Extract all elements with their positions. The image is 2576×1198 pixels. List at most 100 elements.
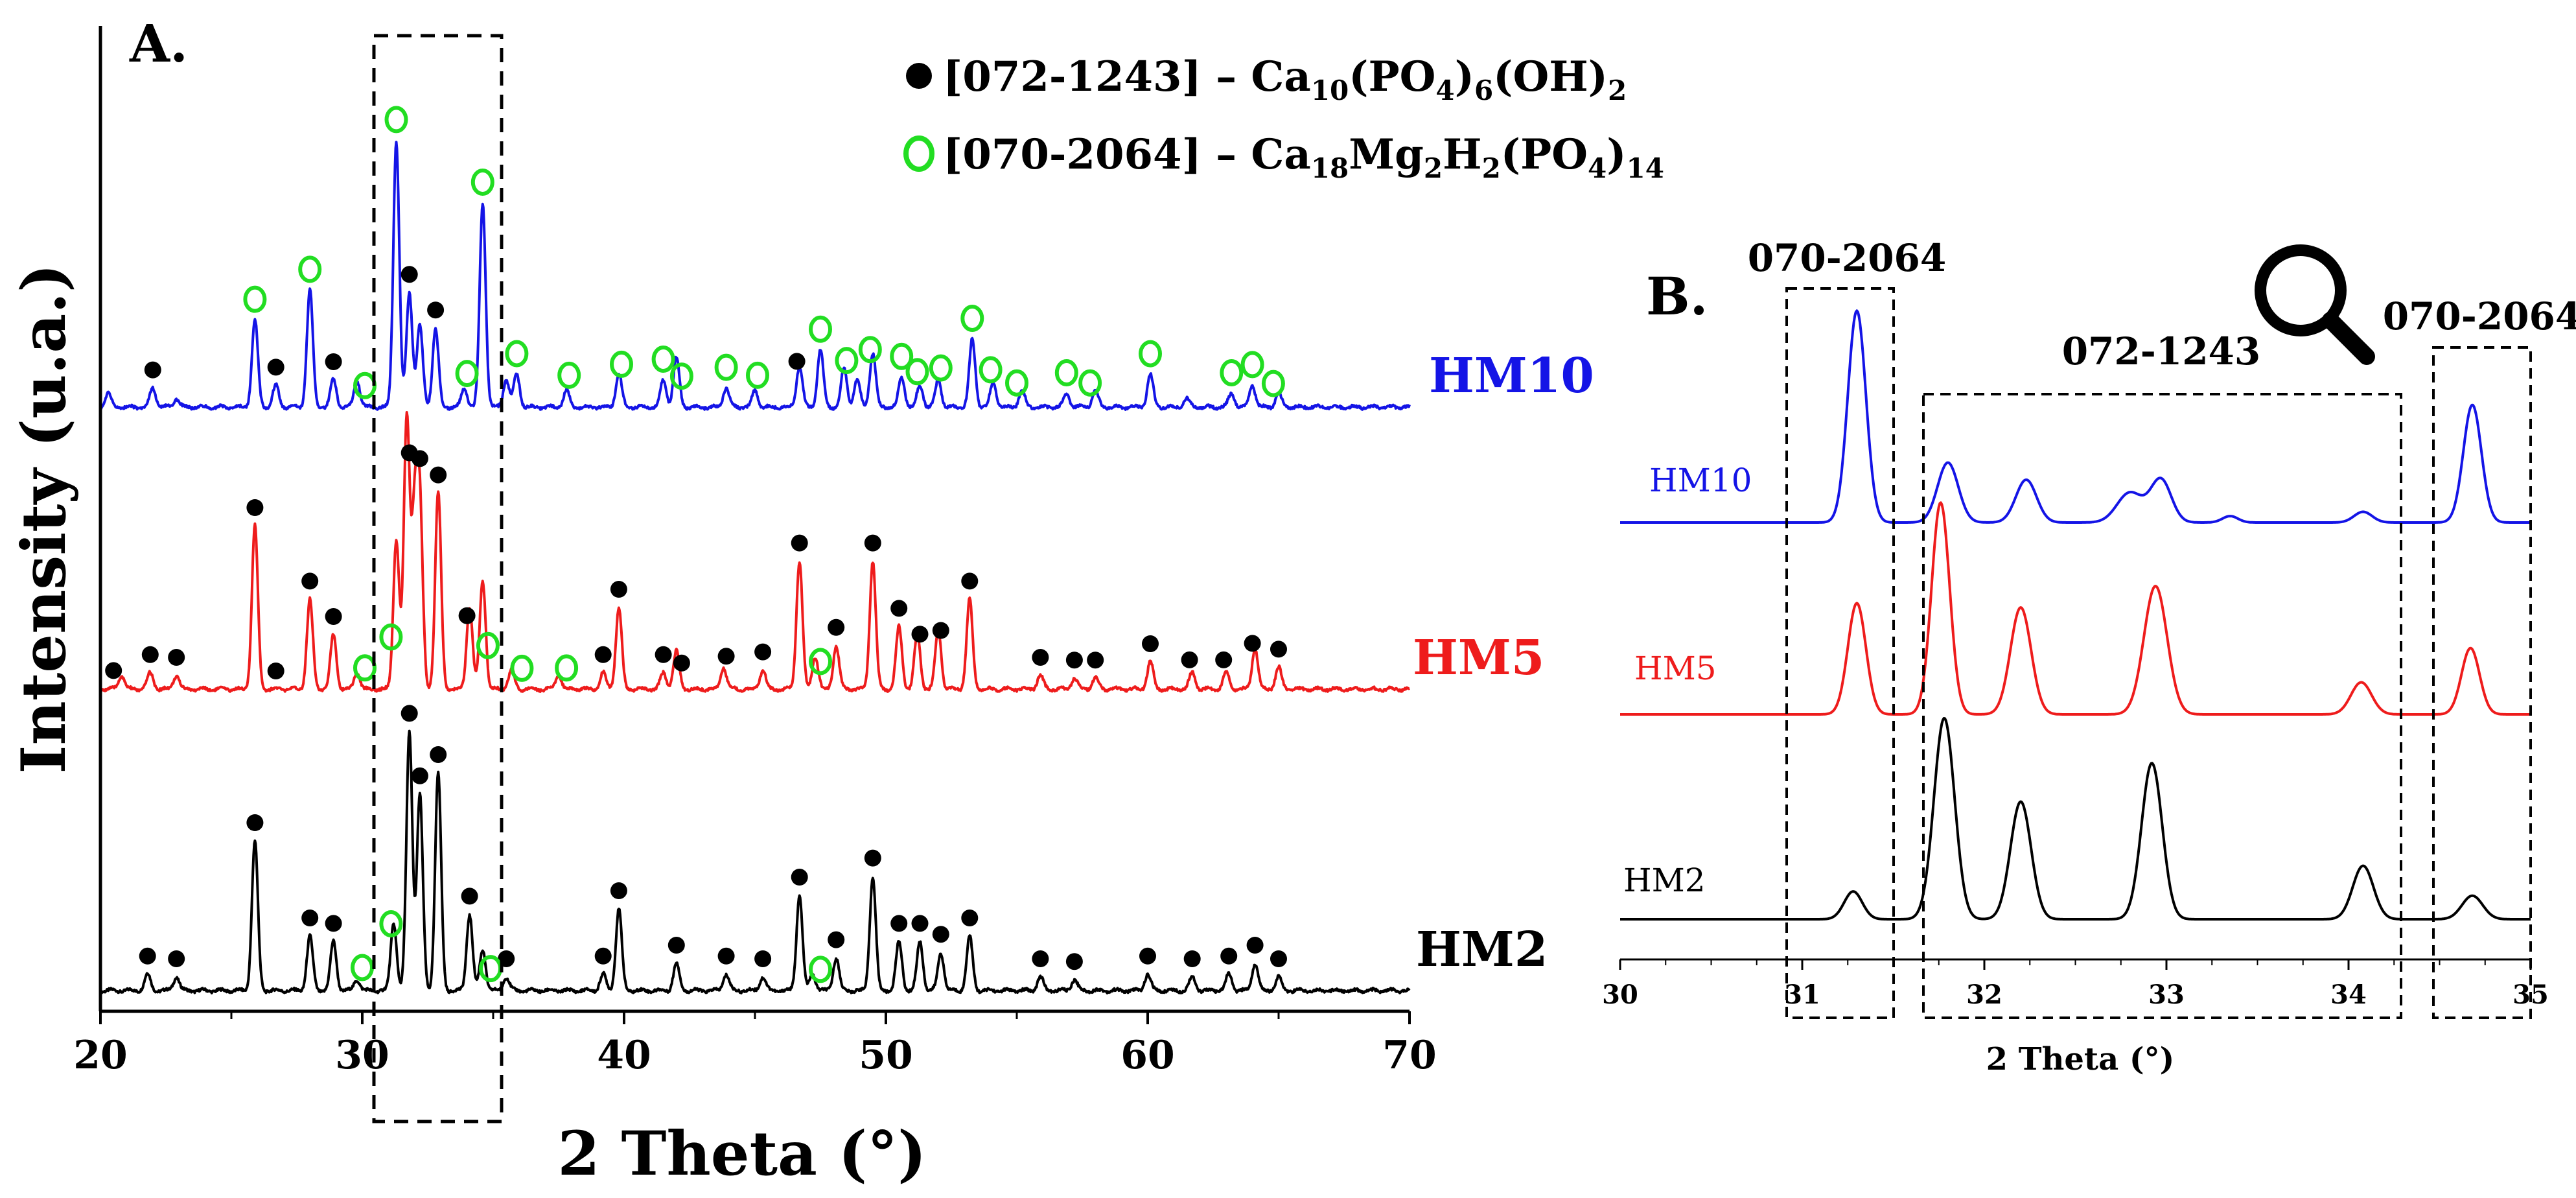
panel-a-label: A.: [129, 13, 188, 74]
filled-marker: [864, 849, 881, 867]
panel-b-ticks: 30 31 32 33 34 35: [1602, 959, 2549, 1010]
filled-marker: [246, 499, 264, 516]
filled-marker: [246, 814, 264, 831]
open-marker: [714, 353, 738, 381]
filled-marker: [828, 618, 845, 636]
filled-marker: [400, 705, 418, 722]
open-marker: [476, 631, 500, 659]
filled-marker: [1270, 640, 1287, 658]
filled-marker: [1065, 953, 1083, 970]
magnifier-icon: [2255, 244, 2375, 365]
legend-entry-2: [070-2064] – Ca18Mg2H2(PO4)14: [943, 130, 1664, 184]
filled-marker: [717, 947, 735, 965]
filled-marker: [932, 622, 949, 639]
open-marker: [669, 362, 693, 390]
open-marker: [979, 356, 1003, 384]
open-marker: [379, 623, 403, 651]
filled-marker: [1065, 652, 1083, 669]
open-marker: [470, 169, 494, 196]
filled-marker: [325, 353, 342, 370]
open-marker: [1054, 359, 1078, 386]
x-tick-label: 60: [1120, 1033, 1175, 1078]
panel-b-box-middle: [1922, 393, 2402, 1019]
legend-a: [072-1243] – Ca10(PO4)6(OH)2 [070-2064] …: [903, 53, 1664, 184]
panel-a-ticks: 20 30 40 50 60 70: [73, 1011, 1437, 1078]
panel-b-series-hm10-curve: [1619, 309, 2531, 524]
panel-b-x-tick-label: 31: [1784, 980, 1820, 1010]
x-tick-label: 40: [597, 1033, 651, 1078]
open-marker: [809, 956, 832, 983]
panel-b-box-label-right: 070-2064: [2383, 294, 2576, 338]
panel-a: A. [072-1243] – Ca10(PO4)6(OH)2 [070-206…: [8, 13, 1664, 1190]
open-marker: [505, 340, 529, 368]
open-marker: [1240, 351, 1264, 379]
filled-marker: [1244, 635, 1261, 652]
filled-marker: [1139, 947, 1156, 965]
x-tick-label: 50: [859, 1033, 913, 1078]
filled-marker: [168, 950, 185, 967]
panel-b-series-hm2-curve: [1619, 717, 2531, 921]
filled-marker: [673, 654, 690, 672]
panel-b-box-label-left: 070-2064: [1748, 236, 1947, 280]
open-marker: [557, 361, 581, 389]
filled-marker: [411, 767, 428, 784]
filled-marker: [754, 643, 772, 661]
panel-b: B. 30 31 32 33 34 35 070-2064 072-1243 070-20…: [1602, 236, 2576, 1077]
filled-marker: [788, 353, 806, 370]
open-marker: [353, 654, 377, 682]
filled-marker: [461, 887, 478, 905]
open-marker: [243, 285, 267, 313]
filled-marker: [325, 915, 342, 932]
filled-marker: [1032, 649, 1049, 666]
filled-marker: [400, 266, 418, 283]
filled-marker: [1142, 635, 1159, 652]
open-marker: [746, 361, 769, 389]
filled-marker: [932, 926, 949, 943]
filled-marker: [458, 607, 476, 624]
filled-marker: [1220, 947, 1238, 965]
panel-b-curves: [1619, 309, 2531, 921]
series-label-hm10: HM10: [1429, 348, 1594, 404]
open-marker: [835, 347, 859, 375]
filled-marker: [890, 915, 908, 932]
filled-marker: [610, 581, 627, 598]
open-marker: [510, 654, 534, 682]
panel-b-x-tick-label: 30: [1602, 980, 1638, 1010]
panel-b-label: B.: [1646, 266, 1708, 327]
filled-marker: [717, 648, 735, 665]
legend-entry-1: [072-1243] – Ca10(PO4)6(OH)2: [943, 53, 1627, 106]
open-marker: [905, 358, 929, 386]
panel-b-x-tick-label: 33: [2148, 980, 2185, 1010]
open-marker: [890, 342, 914, 370]
panel-b-x-title: 2 Theta (°): [1986, 1041, 2175, 1077]
panel-b-x-tick-label: 32: [1966, 980, 2002, 1010]
open-marker: [1220, 359, 1244, 386]
open-marker: [809, 315, 832, 343]
open-marker: [610, 350, 633, 378]
open-marker: [858, 336, 882, 364]
open-marker: [384, 106, 408, 134]
panel-a-markers: [105, 106, 1287, 983]
open-marker: [479, 955, 502, 983]
open-marker: [1261, 370, 1285, 397]
panel-b-box-right: [2432, 346, 2532, 1019]
legend-open-circle-icon: [903, 135, 934, 172]
panel-b-series-hm5-curve: [1619, 501, 2531, 716]
x-tick-label: 30: [335, 1033, 389, 1078]
filled-marker: [427, 301, 445, 319]
filled-marker: [139, 947, 156, 965]
filled-marker: [1032, 950, 1049, 967]
filled-marker: [430, 466, 447, 484]
open-marker: [960, 305, 984, 332]
filled-marker: [430, 746, 447, 763]
panel-b-series-label-hm5: HM5: [1634, 650, 1717, 687]
filled-marker: [667, 937, 685, 954]
filled-marker: [655, 646, 672, 663]
open-marker: [298, 255, 322, 283]
filled-marker: [828, 931, 845, 948]
filled-marker: [267, 358, 284, 376]
filled-marker: [1246, 937, 1264, 954]
filled-marker: [911, 626, 929, 643]
open-marker: [809, 648, 832, 675]
series-label-hm2: HM2: [1416, 922, 1548, 978]
